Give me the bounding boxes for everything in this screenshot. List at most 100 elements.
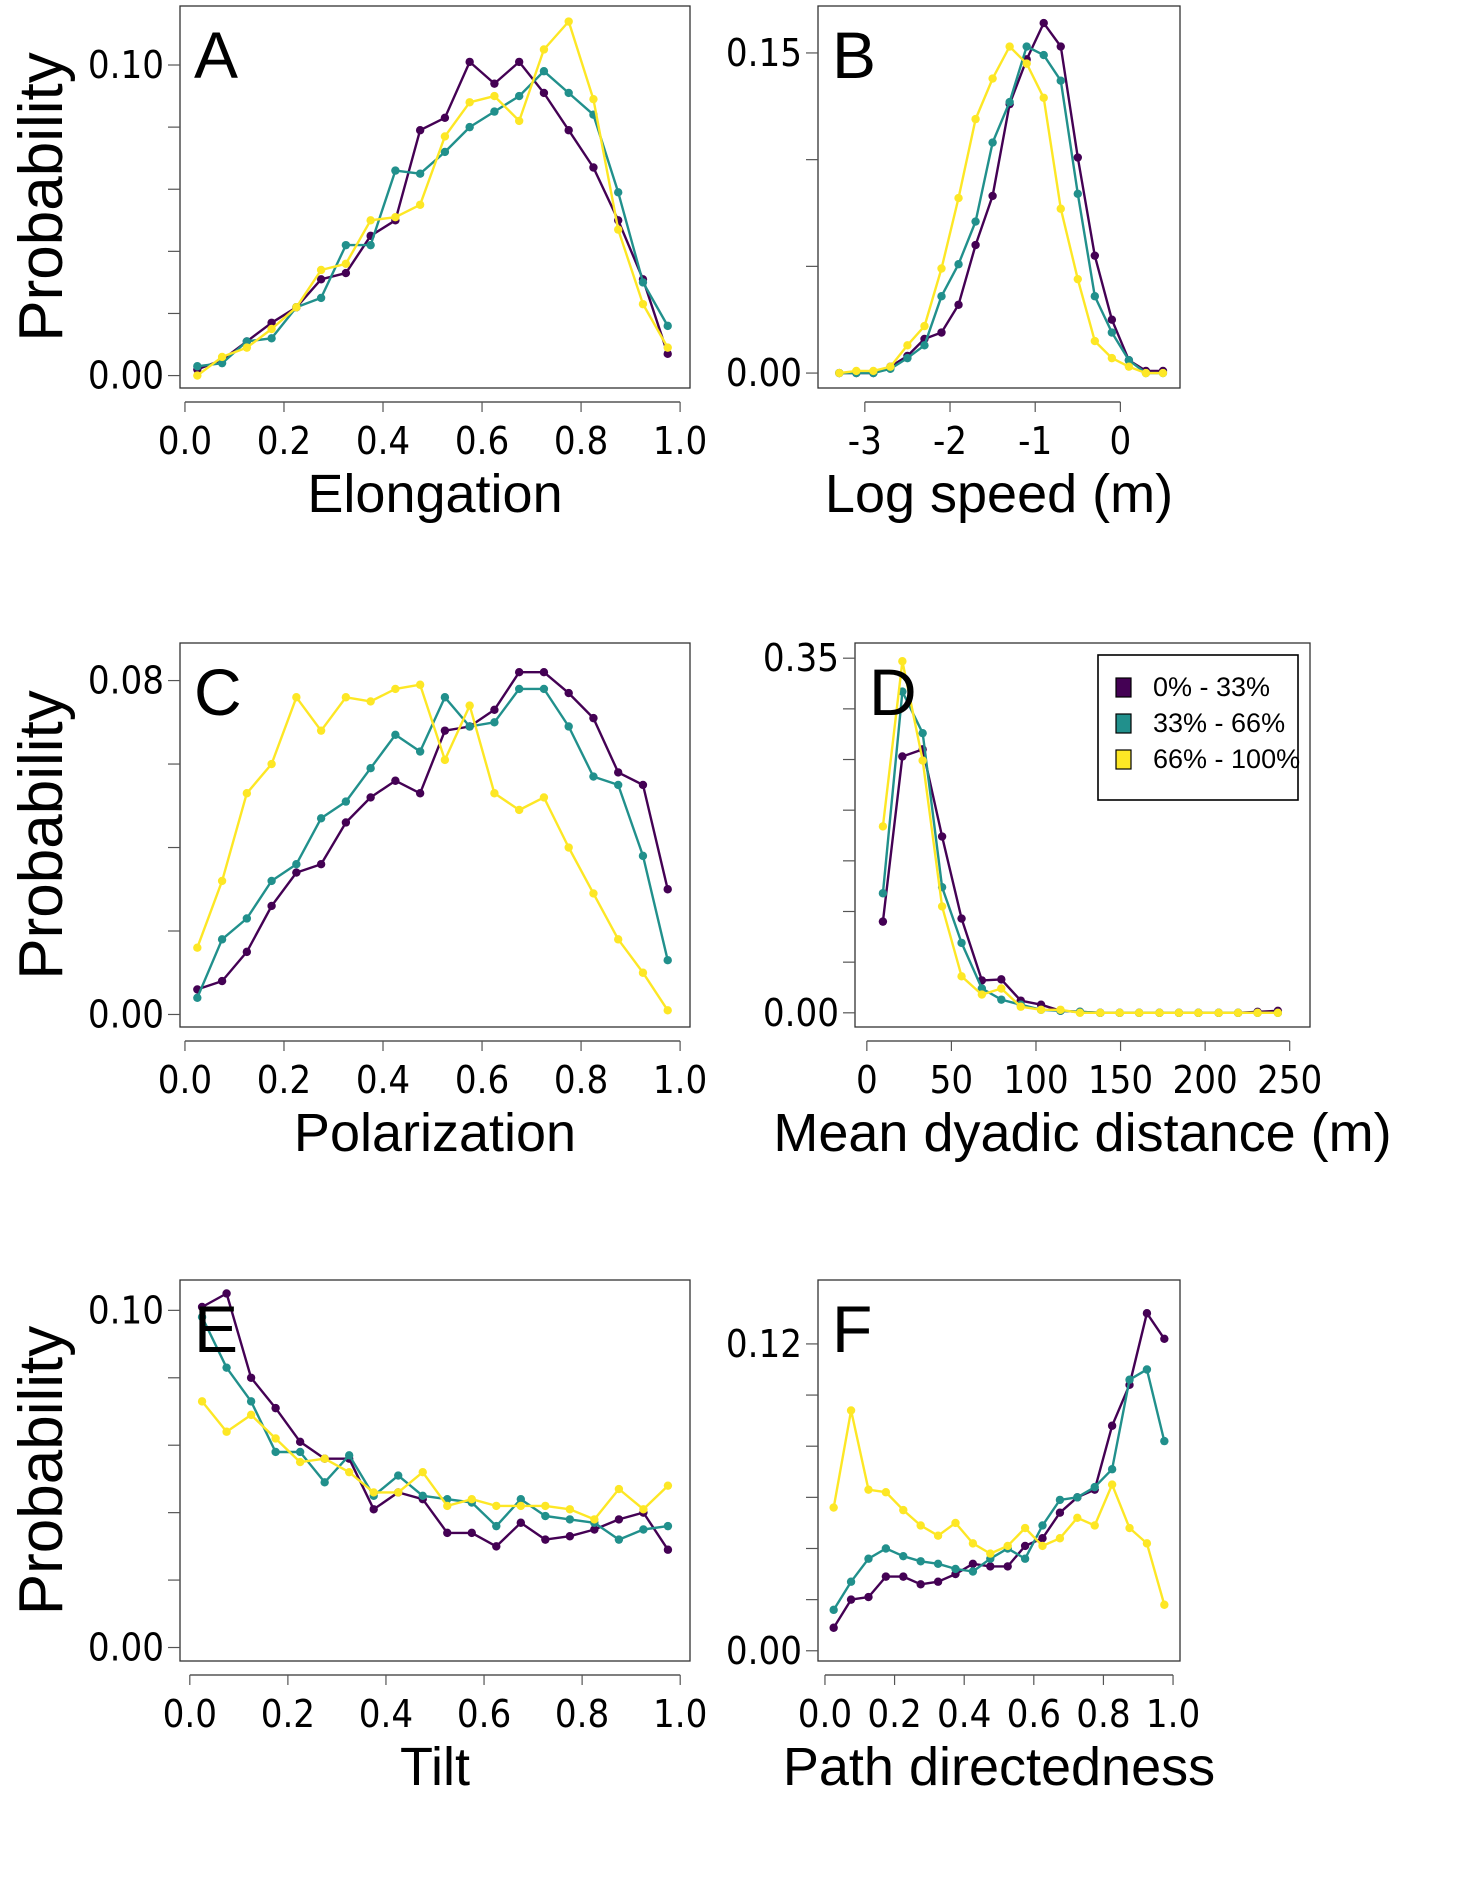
data-point	[1160, 1436, 1169, 1446]
data-point	[590, 1525, 599, 1534]
data-point	[954, 260, 963, 269]
data-point	[864, 1485, 873, 1494]
panel-letter: D	[869, 655, 917, 729]
data-point	[852, 366, 861, 376]
data-point	[954, 300, 963, 309]
data-point	[539, 88, 549, 98]
data-point	[415, 680, 425, 689]
x-tick-label: 0	[1110, 419, 1132, 463]
data-point	[193, 371, 202, 380]
data-point	[1160, 1600, 1169, 1609]
y-tick-label: 0.10	[88, 1288, 164, 1332]
data-point	[564, 88, 573, 98]
plot-frame	[854, 642, 1311, 1028]
data-point	[997, 995, 1006, 1004]
series-66-100	[193, 17, 672, 380]
data-point	[316, 814, 326, 823]
data-point	[516, 1501, 526, 1511]
data-point	[242, 343, 252, 352]
data-point	[986, 1549, 995, 1558]
data-point	[267, 334, 276, 343]
panel-letter: A	[194, 18, 238, 92]
data-point	[864, 1592, 873, 1602]
legend-swatch	[1115, 713, 1132, 734]
data-point	[242, 914, 252, 923]
data-point	[968, 1567, 978, 1576]
data-point	[1115, 1008, 1124, 1018]
data-point	[1107, 1465, 1117, 1474]
y-tick-label: 0.00	[763, 991, 839, 1035]
x-tick-label: 1.0	[653, 419, 707, 463]
data-point	[440, 693, 450, 702]
data-point	[492, 1542, 501, 1551]
data-point	[1003, 1541, 1012, 1551]
series-line	[196, 683, 669, 1011]
plot-frame	[179, 1279, 691, 1662]
data-point	[440, 147, 450, 157]
data-point	[589, 713, 598, 723]
data-point	[614, 1535, 624, 1544]
data-point	[899, 1572, 908, 1581]
data-point	[997, 984, 1006, 993]
x-tick-label: -3	[848, 419, 882, 463]
data-point	[341, 240, 351, 250]
data-point	[614, 1515, 624, 1524]
x-tick-label: 0.4	[356, 1058, 410, 1102]
data-point	[1039, 18, 1048, 28]
x-tick-label: 0.4	[356, 419, 410, 463]
data-point	[903, 341, 912, 350]
data-point	[663, 1545, 673, 1554]
data-point	[440, 132, 450, 141]
data-point	[193, 943, 202, 952]
data-point	[614, 768, 623, 777]
data-point	[443, 1528, 452, 1538]
x-tick-label: 0.0	[163, 1692, 217, 1736]
x-tick-label: 0.2	[867, 1692, 921, 1736]
data-point	[341, 797, 351, 806]
data-point	[242, 337, 252, 346]
data-point	[916, 1521, 925, 1530]
data-point	[954, 193, 963, 203]
data-point	[197, 1302, 207, 1312]
data-point	[869, 366, 878, 376]
data-point	[1142, 1539, 1152, 1548]
data-point	[465, 57, 474, 67]
data-point	[1056, 76, 1065, 85]
panel-c: 0.00 0.08 0.0 0.2 0.4 0.6 0.8 1.0 Polarization Pr…	[7, 642, 707, 1163]
data-point	[516, 1494, 526, 1504]
data-point	[829, 1623, 838, 1632]
x-axis-title: Polarization	[294, 1103, 576, 1163]
data-point	[589, 94, 598, 104]
data-point	[344, 1467, 354, 1477]
data-point	[589, 163, 598, 172]
data-point	[1073, 1493, 1082, 1502]
data-point	[320, 1478, 329, 1487]
data-point	[1142, 1365, 1152, 1374]
data-point	[366, 764, 375, 773]
data-point	[1005, 42, 1014, 51]
data-point	[217, 352, 227, 362]
panel-letter: F	[832, 1292, 872, 1366]
data-point	[1022, 59, 1031, 68]
data-point	[415, 126, 425, 135]
data-point	[1194, 1008, 1203, 1018]
series-66-100	[193, 680, 672, 1015]
data-point	[1020, 1554, 1030, 1563]
y-tick-label: 0.00	[88, 1626, 164, 1670]
data-point	[391, 730, 400, 740]
data-point	[415, 789, 425, 798]
x-tick-label: 150	[1088, 1058, 1153, 1102]
data-point	[418, 1491, 427, 1500]
data-point	[490, 107, 499, 116]
data-point	[440, 113, 450, 123]
x-tick-label: 0.8	[555, 1692, 609, 1736]
data-point	[564, 722, 573, 731]
data-point	[920, 321, 929, 331]
x-tick-label: 0.2	[257, 419, 311, 463]
data-point	[1141, 368, 1151, 378]
data-point	[295, 1457, 305, 1467]
series-line	[196, 20, 669, 377]
x-tick-label: 0.6	[455, 419, 509, 463]
data-point	[951, 1564, 960, 1574]
